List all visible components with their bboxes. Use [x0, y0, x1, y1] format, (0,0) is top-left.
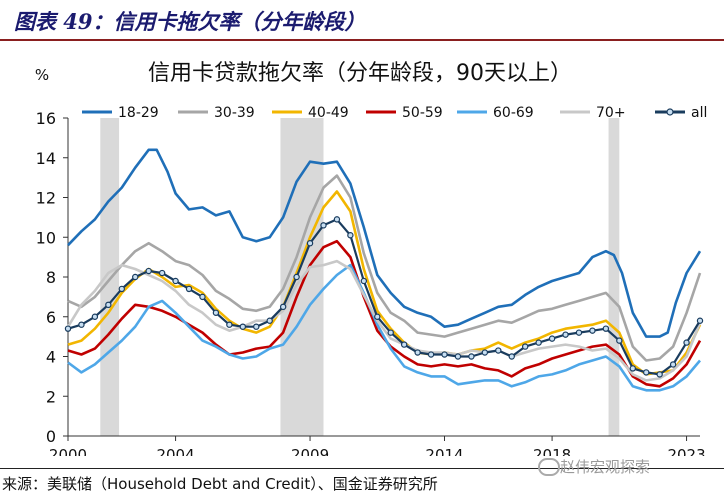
all-marker: [427, 351, 435, 358]
x-tick-label: 2004: [156, 446, 194, 456]
y-axis-unit: %: [35, 66, 49, 84]
all-marker: [548, 335, 556, 342]
all-marker: [185, 285, 193, 293]
y-tick-label: 16: [36, 109, 56, 128]
series-line-all: [67, 218, 701, 376]
series-line-70+: [66, 259, 702, 382]
x-tick-label: 2014: [425, 446, 463, 456]
legend-label-18-29: 18-29: [118, 105, 159, 121]
series-line-60-69: [67, 263, 701, 392]
x-tick-label: 2018: [533, 446, 571, 456]
y-tick-label: 8: [46, 268, 56, 287]
all-marker: [643, 369, 650, 376]
y-tick-label: 14: [36, 149, 56, 168]
series-line-18-29: [67, 148, 702, 338]
chart-title: 信用卡贷款拖欠率（分年龄段，90天以上）: [148, 61, 572, 86]
all-marker: [669, 361, 677, 368]
header-rule: [0, 39, 724, 41]
all-marker: [360, 277, 368, 285]
watermark: 赵伟宏观探索: [560, 458, 651, 476]
all-marker: [602, 325, 610, 332]
all-marker: [105, 301, 112, 309]
all-marker: [414, 349, 421, 356]
all-marker: [441, 351, 448, 358]
all-marker: [374, 313, 381, 320]
all-marker: [683, 339, 690, 346]
all-marker: [400, 341, 408, 348]
wechat-icon: [538, 458, 560, 476]
all-marker: [575, 329, 583, 336]
all-marker: [495, 347, 502, 354]
figure-header: 图表 49：信用卡拖欠率（分年龄段）: [0, 0, 724, 41]
all-marker: [266, 317, 273, 324]
all-marker: [293, 273, 300, 281]
y-tick-label: 6: [46, 308, 56, 327]
all-marker: [91, 313, 99, 320]
series-line-30-39: [67, 174, 702, 362]
all-marker: [656, 371, 663, 378]
all-marker: [253, 323, 260, 330]
all-marker: [226, 321, 233, 328]
all-marker: [535, 339, 542, 346]
all-marker: [172, 277, 179, 285]
all-marker: [145, 267, 152, 275]
all-marker: [508, 353, 515, 360]
y-tick-label: 12: [36, 189, 56, 208]
all-marker: [239, 323, 247, 330]
all-marker: [333, 216, 341, 223]
all-marker: [629, 365, 636, 372]
all-marker: [64, 325, 72, 332]
x-tick-label: 2000: [49, 446, 87, 456]
all-marker: [132, 273, 139, 281]
all-marker: [521, 343, 529, 350]
all-marker: [454, 353, 462, 360]
all-marker: [481, 349, 489, 356]
figure-title: 图表 49：信用卡拖欠率（分年龄段）: [14, 9, 366, 34]
y-tick-label: 10: [36, 228, 56, 247]
y-tick-label: 2: [46, 387, 56, 406]
x-tick-label: 2023: [667, 446, 705, 456]
all-marker: [320, 222, 327, 229]
all-marker: [468, 353, 475, 360]
chart: 信用卡贷款拖欠率（分年龄段，90天以上）% 0 2 4 6 8 10 12 14 16 2000 20…: [35, 61, 707, 456]
footer-rule: [0, 468, 724, 469]
recession-band-0: [100, 118, 120, 436]
all-marker: [347, 232, 354, 239]
series-line-50-59: [67, 239, 702, 388]
all-marker: [212, 309, 220, 316]
legend-label-70+: 70+: [596, 105, 626, 121]
legend-label-40-49: 40-49: [308, 105, 349, 121]
all-marker: [387, 329, 394, 336]
all-marker: [158, 269, 166, 277]
all-marker: [118, 285, 125, 293]
all-marker: [78, 321, 85, 328]
all-marker: [306, 240, 314, 247]
legend-label-60-69: 60-69: [493, 105, 534, 121]
all-marker: [589, 327, 596, 334]
y-tick-label: 0: [46, 427, 56, 446]
recession-band-2: [608, 118, 620, 436]
legend-marker-all: [666, 108, 674, 116]
all-marker: [562, 331, 569, 338]
all-marker: [696, 317, 704, 324]
legend-label-all: all: [691, 105, 707, 121]
source-note: 来源：美联储（Household Debt and Credit）、国金证券研究…: [2, 475, 438, 493]
legend-label-50-59: 50-59: [402, 105, 443, 121]
all-marker: [279, 303, 287, 311]
series-line-40-49: [67, 190, 702, 376]
all-marker: [199, 293, 206, 301]
all-marker: [616, 337, 623, 344]
legend-label-30-39: 30-39: [214, 105, 255, 121]
x-tick-label: 2009: [291, 446, 329, 456]
y-tick-label: 4: [46, 348, 56, 367]
